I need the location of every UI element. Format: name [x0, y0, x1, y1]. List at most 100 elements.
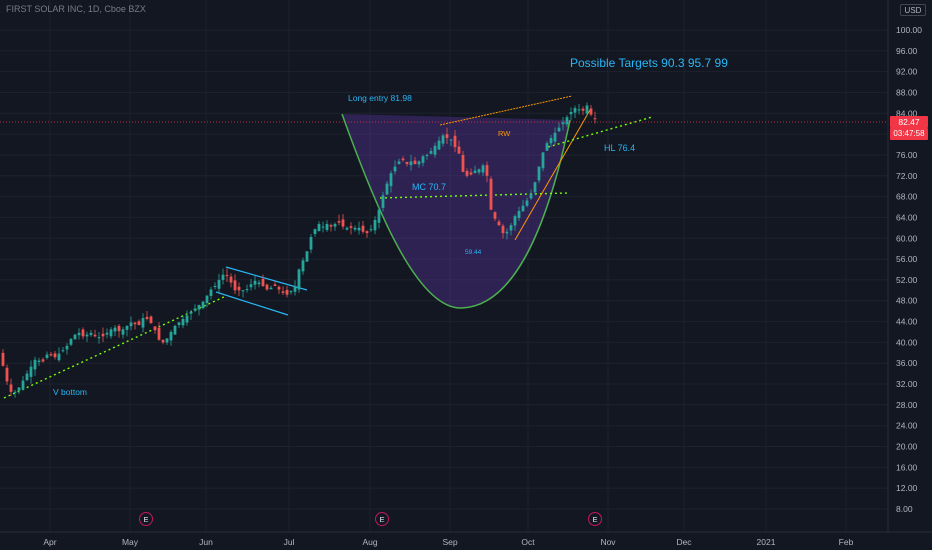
- candle: [581, 108, 585, 111]
- candle: [85, 334, 89, 337]
- v-bottom-label: V bottom: [53, 387, 87, 397]
- y-tick-label: 52.00: [896, 275, 918, 285]
- candle: [381, 195, 385, 208]
- x-tick-label: Sep: [442, 537, 457, 547]
- candle: [321, 226, 325, 228]
- y-tick-label: 8.00: [896, 504, 913, 514]
- candle: [497, 221, 501, 226]
- candle: [573, 108, 577, 113]
- candle: [373, 220, 377, 231]
- candle: [173, 325, 177, 335]
- candle: [205, 295, 209, 304]
- candle: [125, 325, 129, 330]
- x-tick-label: 2021: [757, 537, 776, 547]
- x-tick-label: Dec: [676, 537, 692, 547]
- candle: [441, 135, 445, 144]
- candle: [341, 219, 345, 227]
- candle: [541, 152, 545, 169]
- candle: [421, 156, 425, 163]
- candle: [89, 332, 93, 335]
- y-tick-label: 44.00: [896, 317, 918, 327]
- candle: [429, 151, 433, 154]
- candle: [505, 231, 509, 234]
- candle: [289, 291, 293, 293]
- candle: [569, 112, 573, 115]
- candle: [529, 194, 533, 199]
- candle: [13, 391, 17, 393]
- earnings-marker[interactable]: E: [588, 512, 602, 526]
- candle: [493, 212, 497, 219]
- candle: [53, 353, 57, 358]
- y-tick-label: 96.00: [896, 46, 918, 56]
- channel-upper-line: [225, 266, 308, 291]
- candle: [469, 172, 473, 175]
- candle: [349, 226, 353, 228]
- candle: [261, 278, 265, 286]
- candle: [585, 105, 589, 114]
- candle: [141, 318, 145, 328]
- candle: [297, 269, 301, 290]
- candle: [41, 359, 45, 362]
- y-tick-label: 92.00: [896, 67, 918, 77]
- mc-support-line: [379, 192, 569, 199]
- candle: [177, 322, 181, 326]
- candle: [449, 139, 453, 141]
- x-tick-label: Jun: [199, 537, 213, 547]
- candle: [233, 280, 237, 291]
- candle: [217, 279, 221, 289]
- symbol-title[interactable]: FIRST SOLAR INC, 1D, Cboe BZX: [6, 4, 146, 14]
- candle: [293, 286, 297, 292]
- y-tick-label: 48.00: [896, 296, 918, 306]
- candle: [525, 200, 529, 206]
- candle: [445, 134, 449, 139]
- candle: [337, 221, 341, 223]
- candle: [397, 161, 401, 165]
- candle: [221, 274, 225, 280]
- candle: [533, 182, 537, 193]
- candle: [25, 373, 29, 381]
- candle: [369, 229, 373, 231]
- candle: [5, 367, 9, 382]
- candle: [65, 345, 69, 350]
- candle: [389, 173, 393, 187]
- candle: [353, 227, 357, 230]
- candle: [425, 154, 429, 156]
- candlestick-series: [1, 102, 597, 398]
- y-tick-label: 68.00: [896, 192, 918, 202]
- candle: [537, 166, 541, 181]
- candle: [161, 339, 165, 343]
- hl-label: HL 76.4: [604, 143, 635, 153]
- y-tick-label: 40.00: [896, 337, 918, 347]
- long-entry-label: Long entry 81.98: [348, 93, 412, 103]
- earnings-marker[interactable]: E: [139, 512, 153, 526]
- candle: [241, 290, 245, 292]
- currency-badge[interactable]: USD: [900, 4, 926, 16]
- candle: [229, 276, 233, 283]
- candle: [61, 350, 65, 352]
- candle: [201, 301, 205, 309]
- candle: [465, 170, 469, 176]
- candle: [477, 169, 481, 173]
- candle: [301, 260, 305, 272]
- y-tick-label: 24.00: [896, 421, 918, 431]
- candle: [345, 227, 349, 230]
- possible-targets-label: Possible Targets 90.3 95.7 99: [570, 56, 728, 70]
- candle: [545, 143, 549, 151]
- candle: [165, 338, 169, 343]
- y-tick-label: 64.00: [896, 212, 918, 222]
- candle: [385, 183, 389, 195]
- candle: [129, 322, 133, 327]
- candle: [457, 146, 461, 154]
- candle: [577, 109, 581, 111]
- y-tick-label: 88.00: [896, 87, 918, 97]
- earnings-marker[interactable]: E: [375, 512, 389, 526]
- candle: [105, 332, 109, 335]
- candle: [185, 315, 189, 323]
- candle: [113, 327, 117, 332]
- candle: [401, 158, 405, 161]
- candle: [317, 223, 321, 232]
- candle: [413, 160, 417, 165]
- candle: [97, 337, 101, 339]
- y-tick-label: 100.00: [896, 25, 922, 35]
